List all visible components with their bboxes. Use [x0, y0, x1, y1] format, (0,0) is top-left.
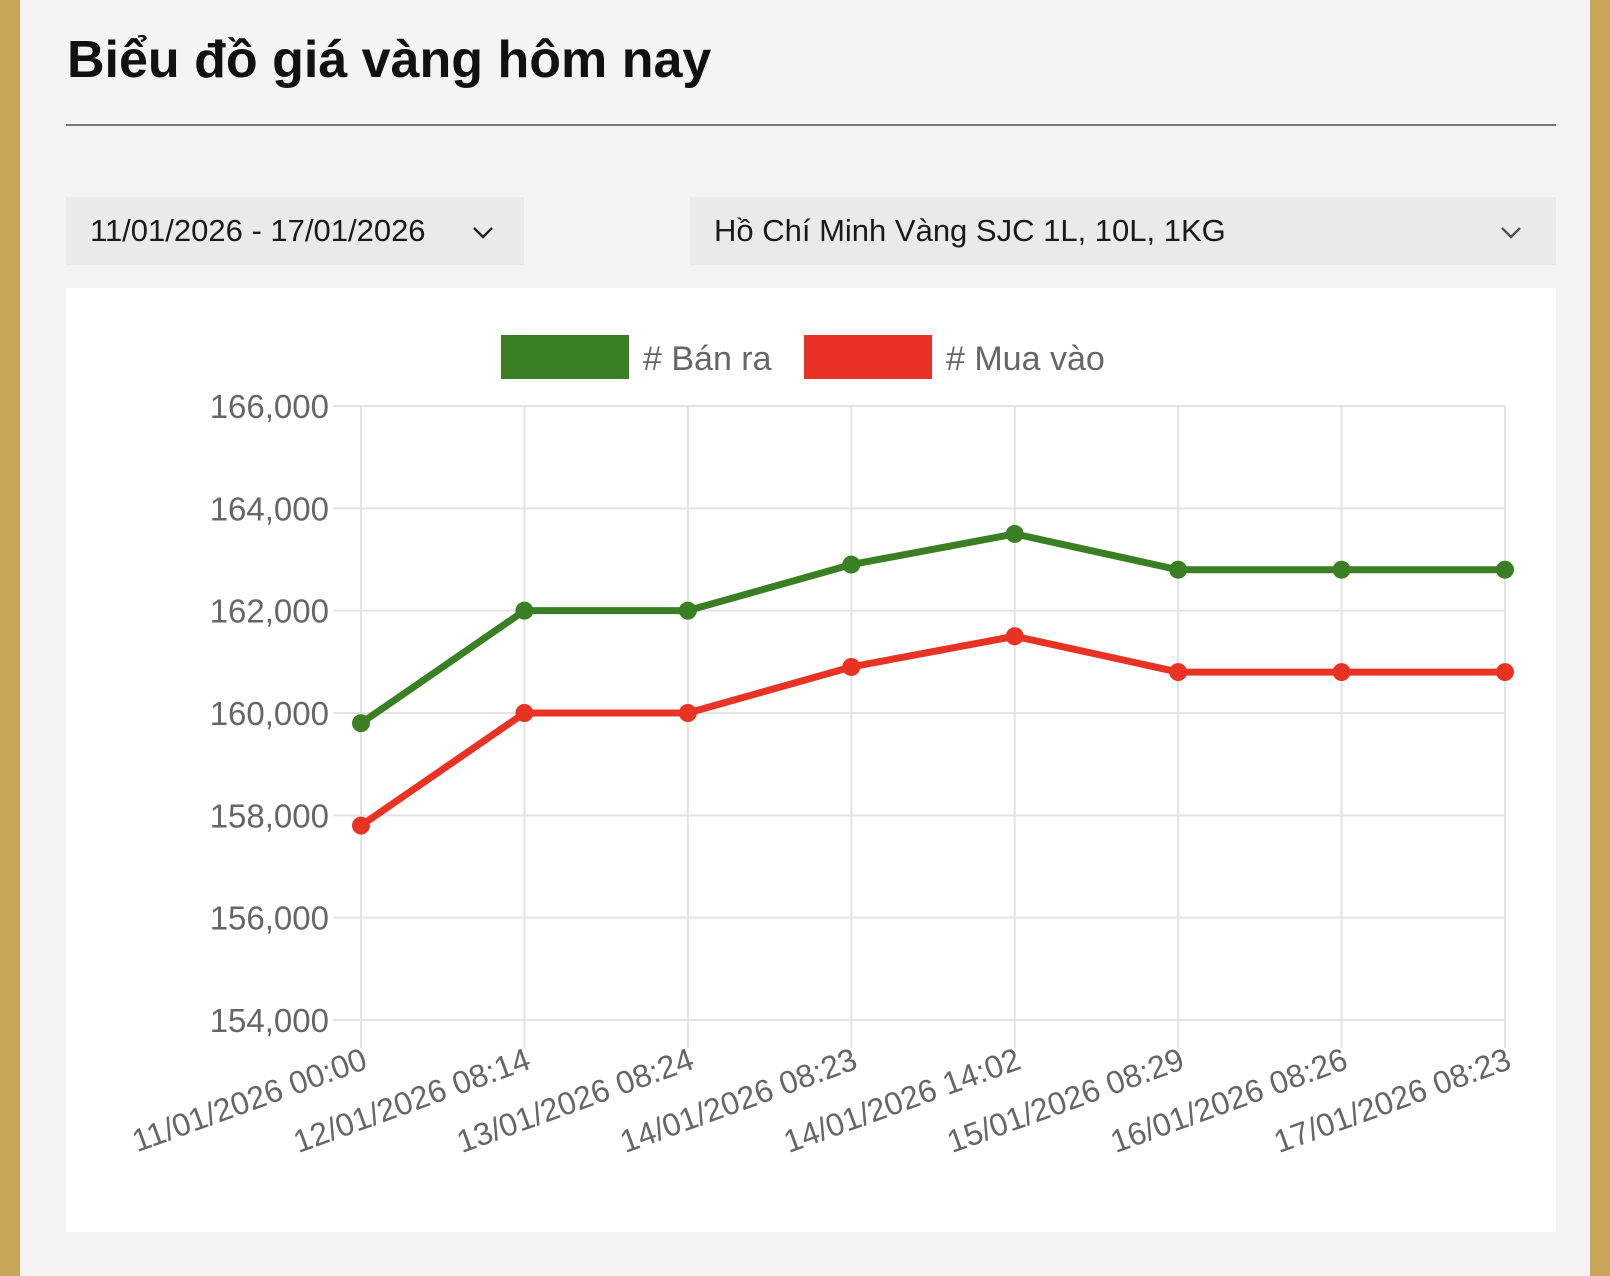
legend-layer: # Bán ra # Mua vào [501, 335, 1105, 379]
data-point [352, 714, 370, 733]
data-point [515, 704, 534, 722]
y-tick-label: 160,000 [210, 695, 329, 732]
y-tick-label: 162,000 [210, 593, 329, 630]
data-point [1332, 560, 1351, 579]
axis-layer: 166,000 164,000 162,000 160,000 158,000 156,0… [127, 388, 1515, 1160]
data-point [1005, 524, 1024, 543]
gold-price-chart: 166,000 164,000 162,000 160,000 158,000 156,0… [127, 335, 1515, 1160]
y-tick-label: 156,000 [210, 900, 329, 937]
legend-item-ban-ra-swatch [501, 335, 629, 379]
legend-item-ban-ra-text: # Bán ra [643, 340, 772, 378]
series-layer [352, 524, 1514, 835]
data-point [842, 657, 861, 676]
y-tick-label: 166,000 [210, 388, 329, 425]
series-line-mua-vao [359, 632, 1505, 829]
legend-item-mua-vao-text: # Mua vào [946, 340, 1105, 378]
y-tick-label: 154,000 [210, 1002, 329, 1039]
data-point [515, 601, 534, 620]
y-tick-label: 164,000 [210, 490, 329, 527]
data-point [678, 704, 697, 722]
page-title: Biểu đồ giá vàng hôm nay [67, 31, 712, 89]
chevron-down-icon [473, 227, 493, 239]
date-range-value: 11/01/2026 - 17/01/2026 [90, 213, 426, 248]
location-product-value: Hồ Chí Minh Vàng SJC 1L, 10L, 1KG [714, 213, 1226, 248]
right-border [1590, 0, 1610, 1276]
left-border [0, 0, 20, 1276]
data-point [1169, 560, 1188, 579]
data-point [678, 601, 697, 620]
data-point [1169, 663, 1188, 682]
y-tick-label: 158,000 [210, 797, 329, 834]
legend-item-mua-vao-swatch [804, 335, 932, 379]
data-point [1332, 663, 1351, 682]
data-point [352, 816, 370, 835]
title-divider [66, 124, 1556, 126]
date-range-select[interactable]: 11/01/2026 - 17/01/2026 [66, 197, 524, 265]
chart-card: 166,000 164,000 162,000 160,000 158,000 156,0… [66, 288, 1556, 1232]
grid-layer [333, 405, 1506, 1048]
series-line-ban-ra [359, 530, 1505, 727]
data-point [1496, 663, 1514, 682]
chevron-down-icon [1501, 227, 1521, 239]
location-product-select[interactable]: Hồ Chí Minh Vàng SJC 1L, 10L, 1KG [690, 197, 1556, 265]
data-point [842, 555, 861, 574]
data-point [1005, 627, 1024, 646]
data-point [1496, 560, 1514, 579]
